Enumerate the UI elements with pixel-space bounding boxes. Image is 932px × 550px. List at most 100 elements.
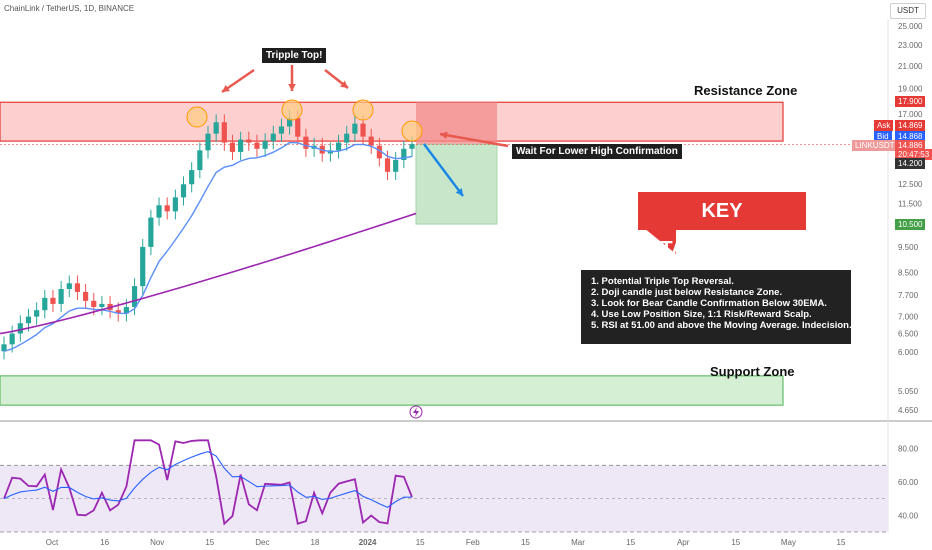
candle-body	[42, 297, 48, 311]
price-tick-label: 17.000	[898, 110, 923, 119]
ema-30-line	[3, 141, 413, 352]
price-tick-label: 5.050	[898, 387, 919, 396]
candle-body	[270, 133, 276, 142]
time-tick-label: Apr	[677, 538, 690, 547]
candle-body	[401, 148, 407, 161]
ask-label-tag: Ask	[874, 120, 894, 131]
chart-title: ChainLink / TetherUS, 1D, BINANCE	[4, 4, 135, 13]
candle-body	[99, 303, 105, 308]
time-tick-label: Nov	[150, 538, 164, 547]
lower-high-label: Wait For Lower High Confirmation	[512, 144, 682, 159]
price-tick-label: 12.500	[898, 180, 923, 189]
candle-body	[221, 122, 227, 143]
candle-body	[140, 246, 146, 287]
time-tick-label: Feb	[466, 538, 480, 547]
resistance-zone	[0, 101, 784, 142]
candle-body	[156, 205, 162, 218]
candle-body	[123, 307, 129, 314]
note-item: 3. Look for Bear Candle Confirmation Bel…	[591, 298, 827, 309]
candle-body	[205, 133, 211, 151]
candle-body	[295, 118, 301, 137]
price-tick-label: 23.000	[898, 41, 923, 50]
candle-body	[262, 141, 268, 149]
top-marker-circle	[401, 120, 423, 142]
candle-body	[50, 297, 56, 304]
candle-body	[335, 142, 342, 151]
note-item: 5. RSI at 51.00 and above the Moving Ave…	[591, 320, 852, 331]
price-tick-label: 9.500	[898, 243, 919, 252]
candle-body	[246, 139, 252, 143]
top-marker-circle	[352, 99, 374, 121]
note-item: 2. Doji candle just below Resistance Zon…	[591, 287, 783, 298]
key-takeaways-banner: KEY TAKEAWAYS	[638, 192, 806, 260]
triple-top-label: Tripple Top!	[262, 48, 327, 63]
time-tick-label: 18	[311, 538, 320, 547]
candle-body	[197, 150, 203, 171]
candle-body	[384, 158, 391, 172]
time-tick-label: May	[781, 538, 796, 547]
note-item: 1. Potential Triple Top Reversal.	[591, 276, 734, 287]
time-tick-label: 15	[731, 538, 740, 547]
candle-body	[74, 283, 81, 292]
candle-body	[360, 123, 366, 137]
candle-body	[189, 170, 195, 185]
candle-body	[25, 316, 32, 324]
resistance-zone-label: Resistance Zone	[694, 83, 798, 98]
candle-body	[164, 205, 170, 212]
rsi-tick-label: 40.00	[898, 511, 919, 520]
takeaways-notes: 1. Potential Triple Top Reversal. 2. Doj…	[581, 270, 852, 344]
price-tick-label: 25.000	[898, 22, 923, 31]
top-marker-circle	[186, 106, 208, 128]
bid-price-tag: 14.868	[895, 131, 926, 142]
price-tick-label: 8.500	[898, 268, 919, 277]
price-tick-label: 6.500	[898, 330, 919, 339]
time-tick-label: 15	[205, 538, 214, 547]
lower-high-arrow	[439, 132, 509, 148]
top-marker-circle	[281, 99, 303, 121]
last-price-tag: 14.886	[895, 140, 926, 151]
bid-label-tag: Bid	[874, 131, 892, 142]
candle-body	[213, 122, 219, 134]
candle-body	[17, 323, 23, 334]
symbol-tag: LINKUSDT	[852, 140, 898, 151]
rsi-tick-label: 80.00	[898, 445, 919, 454]
time-tick-label: 15	[416, 538, 425, 547]
target-top-tag: 17.900	[895, 96, 926, 107]
stop-price-tag: 14.200	[895, 158, 926, 169]
candle-body	[58, 289, 64, 304]
candle-body	[254, 142, 260, 149]
triple-top-arrow-middle-head	[288, 83, 296, 91]
candle-body	[376, 145, 382, 159]
countdown-tag: 20:47:53	[895, 149, 932, 160]
candle-body	[115, 310, 121, 314]
support-zone-label: Support Zone	[710, 364, 795, 379]
candle-body	[34, 310, 40, 317]
candle-body	[409, 144, 415, 149]
candle-body	[344, 133, 350, 143]
candle-body	[9, 333, 15, 345]
candle-body	[172, 197, 178, 212]
candle-body	[303, 136, 309, 149]
time-tick-label: Dec	[255, 538, 269, 547]
triple-top-arrow-right-head	[340, 80, 348, 88]
candle-body	[180, 184, 187, 198]
key-takeaways-pointer	[644, 228, 676, 254]
ema-200-line	[0, 212, 417, 335]
candle-body	[238, 139, 244, 152]
candle-body	[368, 136, 374, 146]
ask-price-tag: 14.869	[895, 120, 926, 131]
price-tick-label: 7.700	[898, 291, 919, 300]
time-tick-label: 2024	[359, 538, 377, 547]
rsi-tick-label: 60.00	[898, 478, 919, 487]
support-zone	[0, 375, 784, 406]
candle-body	[91, 300, 97, 308]
note-item: 4. Use Low Position Size, 1:1 Risk/Rewar…	[591, 309, 812, 320]
candle-body	[83, 291, 89, 301]
rsi-line	[3, 439, 413, 526]
candle-body	[278, 126, 285, 134]
currency-selector[interactable]: USDT	[890, 3, 926, 19]
projection-arrow	[423, 143, 464, 197]
projection-arrow-head	[455, 188, 463, 196]
candle-body	[66, 283, 72, 290]
